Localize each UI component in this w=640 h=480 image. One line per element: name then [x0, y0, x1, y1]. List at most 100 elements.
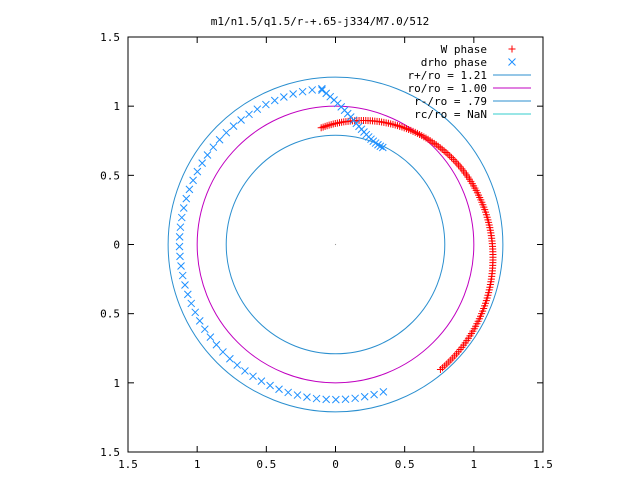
point-w-150	[436, 366, 444, 374]
point-drho-28	[178, 271, 187, 280]
point-w-65	[453, 159, 461, 167]
point-drho-51	[279, 93, 288, 101]
x-tick-label: 0.5	[395, 458, 415, 471]
point-drho-23	[195, 317, 204, 325]
circle-1	[167, 76, 504, 413]
legend-item-4: ro/ro = 1.00	[408, 82, 531, 95]
y-tick-label: 0	[113, 239, 120, 252]
point-drho-5	[341, 395, 350, 404]
legend-label: drho phase	[421, 56, 487, 69]
point-w-66	[455, 161, 463, 169]
data-series	[175, 84, 497, 404]
point-drho-43	[215, 135, 224, 144]
point-drho-26	[183, 290, 192, 299]
point-drho-1	[379, 387, 388, 396]
point-drho-17	[233, 361, 242, 369]
point-drho-30	[176, 252, 184, 261]
point-drho-39	[193, 167, 202, 176]
point-drho-24	[191, 308, 200, 317]
x-tick-label: 1.5	[533, 458, 553, 471]
point-drho-34	[177, 213, 186, 222]
x-tick-label: 1	[471, 458, 478, 471]
point-drho-48	[253, 105, 262, 114]
point-drho-3	[360, 392, 369, 401]
point-drho-14	[257, 377, 266, 386]
point-drho-21	[206, 333, 215, 342]
point-drho-54	[308, 86, 317, 94]
legend-label: W phase	[441, 43, 487, 56]
y-tick-label: 1	[113, 377, 120, 390]
point-drho-50	[270, 96, 279, 105]
axis-ticks: 1.5 1 0.5 0 0.5 1 1.51.510.500.511.5	[100, 31, 553, 471]
point-drho-52	[289, 90, 297, 98]
legend-label: ro/ro = 1.00	[408, 82, 487, 95]
point-drho-36	[182, 194, 191, 203]
y-tick-label: 0.5	[100, 169, 120, 182]
legend-item-5: r-/ro = .79	[414, 95, 531, 108]
point-drho-22	[200, 325, 209, 334]
circle-3	[225, 134, 446, 355]
series-1	[317, 116, 497, 374]
point-drho-46	[237, 116, 245, 124]
series-2	[175, 84, 388, 404]
legend-cross-marker	[508, 58, 516, 66]
legend-item-6: rc/ro = NaN	[414, 108, 531, 121]
point-drho-12	[275, 385, 283, 394]
point-drho-37	[185, 185, 194, 194]
point-drho-7	[322, 395, 331, 404]
point-w-60	[444, 150, 452, 158]
point-w-63	[449, 155, 457, 163]
point-drho-77	[378, 143, 387, 152]
point-w-58	[440, 147, 448, 155]
point-drho-13	[266, 381, 274, 390]
point-drho-45	[229, 122, 238, 130]
legend-label: r+/ro = 1.21	[408, 69, 487, 82]
point-drho-47	[245, 110, 253, 119]
center-dot	[334, 243, 337, 246]
point-drho-27	[181, 281, 189, 289]
y-tick-label: 0.5	[100, 308, 120, 321]
point-drho-38	[189, 176, 197, 185]
point-drho-76	[376, 142, 385, 151]
point-drho-49	[262, 100, 270, 109]
point-drho-9	[303, 393, 311, 401]
y-tick-label: 1	[113, 100, 120, 113]
legend-plus-marker	[508, 45, 516, 53]
point-drho-56	[318, 86, 326, 95]
x-tick-label: 0.5	[256, 458, 276, 471]
point-drho-40	[198, 159, 207, 168]
point-drho-10	[293, 391, 302, 399]
y-tick-label: 1.5	[100, 446, 120, 459]
point-drho-25	[187, 299, 196, 308]
point-drho-35	[179, 204, 188, 212]
point-drho-31	[175, 242, 184, 251]
chart-title: m1/n1.5/q1.5/r-+.65-j334/M7.0/512	[211, 15, 430, 28]
legend-item-3: r+/ro = 1.21	[408, 69, 531, 82]
point-drho-32	[175, 233, 184, 241]
point-drho-11	[284, 388, 293, 397]
point-drho-18	[226, 354, 234, 363]
x-tick-label: 0	[332, 458, 339, 471]
point-w-59	[442, 149, 450, 157]
point-drho-29	[177, 262, 185, 270]
point-drho-19	[219, 348, 227, 356]
legend-item-2: drho phase	[421, 56, 516, 69]
point-w-62	[448, 154, 456, 162]
legend-label: r-/ro = .79	[414, 95, 487, 108]
legend-item-1: W phase	[441, 43, 516, 56]
legend-label: rc/ro = NaN	[414, 108, 487, 121]
point-drho-33	[176, 223, 185, 232]
point-w-61	[446, 152, 454, 160]
point-drho-2	[370, 390, 378, 399]
x-tick-label: 1	[194, 458, 201, 471]
point-drho-42	[209, 143, 218, 152]
point-drho-44	[222, 128, 231, 137]
point-drho-6	[331, 395, 340, 404]
point-drho-41	[203, 151, 212, 159]
point-drho-8	[312, 394, 321, 403]
point-drho-53	[298, 87, 307, 96]
point-drho-20	[212, 340, 221, 349]
point-drho-4	[351, 394, 359, 403]
